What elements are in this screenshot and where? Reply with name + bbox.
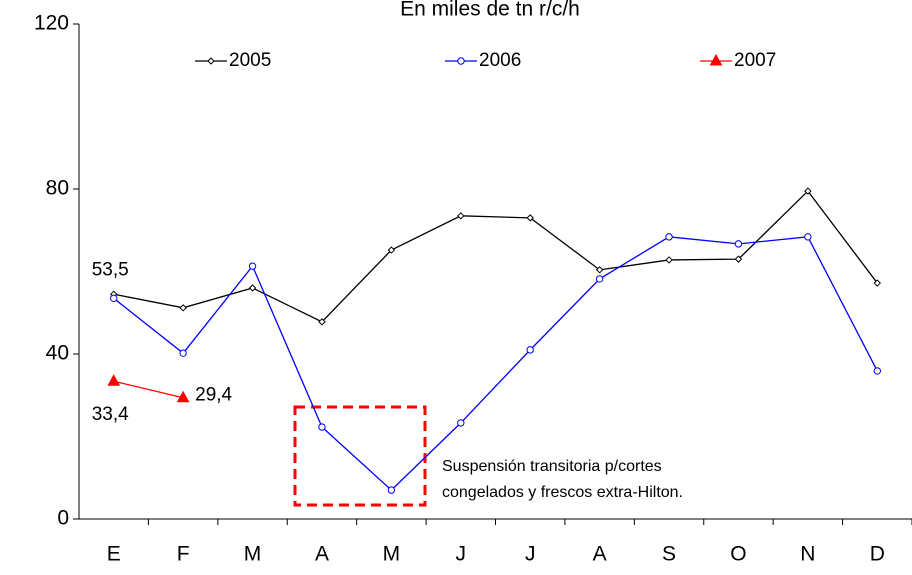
x-tick-label: M (244, 543, 262, 566)
data-point (318, 423, 326, 431)
data-point (176, 390, 190, 403)
x-tick-label: J (456, 543, 467, 566)
x-tick-label: J (525, 543, 536, 566)
data-point (179, 349, 187, 357)
legend-marker (709, 53, 723, 66)
x-tick-label: A (315, 543, 329, 566)
data-point (595, 275, 604, 283)
series-line (113, 236, 878, 492)
chart-title: En miles de tn r/c/h (400, 0, 580, 21)
x-tick-label: S (662, 543, 676, 566)
data-point (595, 266, 604, 274)
data-point (526, 346, 534, 354)
data-point (179, 304, 187, 312)
legend-marker (207, 57, 215, 65)
data-point (804, 233, 812, 241)
x-tick-label: D (870, 543, 885, 566)
value-label: 53,5 (92, 259, 129, 280)
x-tick-label: O (730, 543, 746, 566)
data-point (873, 279, 881, 287)
legend-label: 2005 (229, 50, 271, 71)
data-point (457, 419, 465, 427)
data-point (387, 246, 396, 254)
y-tick-label: 40 (46, 342, 69, 365)
legend-label: 2007 (734, 50, 776, 71)
data-point (110, 294, 118, 303)
data-point (734, 240, 743, 248)
legend-marker (457, 57, 465, 65)
highlight-box (293, 405, 427, 507)
x-tick-label: M (383, 543, 401, 566)
x-tick-label: E (107, 543, 121, 566)
annotation: congelados y frescos extra-Hilton. (442, 484, 683, 501)
data-point (457, 212, 465, 220)
x-tick-label: A (593, 543, 607, 566)
x-tick-label: F (177, 543, 190, 566)
data-point (107, 374, 121, 386)
data-point (665, 256, 673, 264)
y-tick-label: 0 (57, 507, 69, 530)
data-point (665, 233, 673, 241)
series-line (113, 190, 878, 323)
y-tick-label: 80 (46, 177, 69, 200)
data-point (248, 262, 257, 270)
legend-label: 2006 (479, 50, 521, 71)
data-point (318, 318, 326, 326)
series-line (113, 380, 184, 399)
data-point (873, 367, 881, 375)
data-point (734, 255, 743, 263)
value-label: 33,4 (92, 404, 129, 425)
data-point (248, 284, 257, 292)
data-point (387, 486, 396, 494)
data-point (526, 214, 534, 222)
data-point (804, 187, 812, 195)
value-label: 29,4 (195, 385, 232, 406)
x-tick-label: N (800, 543, 815, 566)
annotation: Suspensión transitoria p/cortes (442, 458, 662, 475)
y-tick-label: 120 (34, 12, 69, 35)
